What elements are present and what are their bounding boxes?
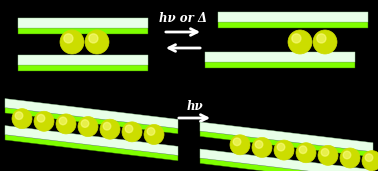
Polygon shape <box>200 122 373 152</box>
Circle shape <box>299 146 307 154</box>
Circle shape <box>125 125 133 133</box>
Circle shape <box>60 30 84 54</box>
Circle shape <box>64 34 73 43</box>
Polygon shape <box>205 62 355 68</box>
Circle shape <box>37 114 45 122</box>
Circle shape <box>340 148 360 168</box>
Polygon shape <box>18 18 148 28</box>
Circle shape <box>252 137 272 157</box>
Polygon shape <box>5 126 178 155</box>
Polygon shape <box>218 12 368 22</box>
Circle shape <box>144 124 164 144</box>
Circle shape <box>255 141 263 148</box>
Circle shape <box>292 34 301 43</box>
Circle shape <box>365 154 373 161</box>
Circle shape <box>78 117 98 137</box>
Circle shape <box>103 122 111 130</box>
Circle shape <box>296 143 316 163</box>
Polygon shape <box>200 149 373 171</box>
Circle shape <box>317 34 326 43</box>
Circle shape <box>81 120 89 127</box>
Circle shape <box>12 109 32 129</box>
Circle shape <box>59 117 67 125</box>
Circle shape <box>85 30 109 54</box>
Text: hν: hν <box>187 101 203 114</box>
Circle shape <box>343 151 351 159</box>
Polygon shape <box>200 131 373 157</box>
Circle shape <box>274 140 294 160</box>
Circle shape <box>277 143 285 151</box>
Polygon shape <box>18 55 148 65</box>
Polygon shape <box>18 28 148 34</box>
Circle shape <box>34 111 54 131</box>
Circle shape <box>313 30 337 54</box>
Circle shape <box>56 114 76 134</box>
Circle shape <box>288 30 312 54</box>
Polygon shape <box>18 65 148 71</box>
Circle shape <box>100 119 120 139</box>
Polygon shape <box>200 158 373 171</box>
Circle shape <box>15 112 23 119</box>
Circle shape <box>147 128 155 135</box>
Text: hν or Δ: hν or Δ <box>159 11 207 24</box>
Circle shape <box>321 149 329 156</box>
Polygon shape <box>5 99 178 128</box>
Circle shape <box>122 122 142 142</box>
Circle shape <box>318 145 338 165</box>
Circle shape <box>362 151 378 171</box>
Circle shape <box>89 34 98 43</box>
Polygon shape <box>205 52 355 62</box>
Circle shape <box>233 138 241 146</box>
Polygon shape <box>5 108 178 134</box>
Polygon shape <box>218 22 368 28</box>
Polygon shape <box>5 135 178 161</box>
Circle shape <box>230 135 250 155</box>
